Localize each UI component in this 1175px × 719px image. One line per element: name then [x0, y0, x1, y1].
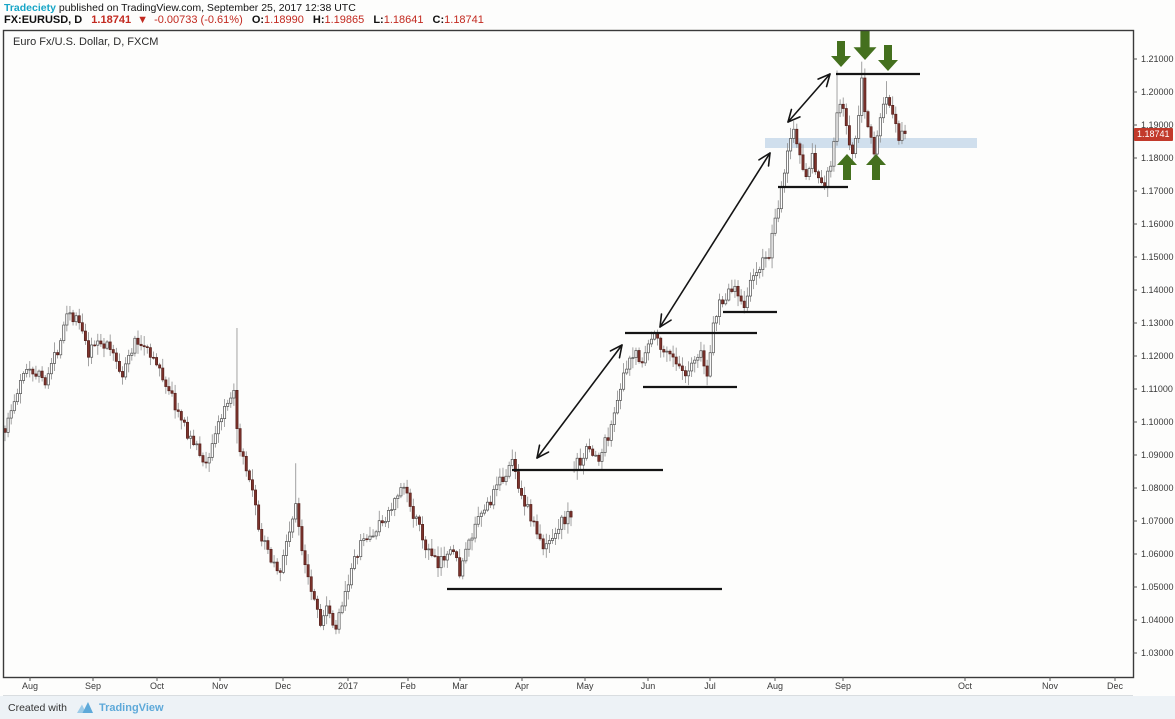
price-tick-label: 1.10000: [1141, 417, 1174, 427]
month-label: Oct: [957, 681, 973, 691]
low-label: L:: [373, 14, 384, 26]
tradingview-logo-icon: [76, 701, 94, 714]
month-label: Sep: [834, 681, 852, 691]
low-value: 1.18641: [383, 14, 424, 26]
price-tick-label: 1.09000: [1141, 450, 1174, 460]
month-label: Dec: [1106, 681, 1124, 691]
tradingview-link[interactable]: TradingView: [98, 701, 164, 714]
price-tick-label: 1.07000: [1141, 516, 1174, 526]
price-tick-label: 1.19000: [1141, 120, 1174, 130]
month-label: Oct: [149, 681, 165, 691]
high-value: 1.19865: [324, 14, 365, 26]
price-tick-label: 1.04000: [1141, 615, 1174, 625]
month-label: Mar: [452, 681, 468, 691]
trend-arrows: [536, 73, 831, 459]
close-value: 1.18741: [444, 14, 484, 26]
month-label: Sep: [84, 681, 102, 691]
symbol-ohlc-line: FX:EURUSD, D 1.18741 ▼ -0.00733 (-0.61%)…: [4, 14, 484, 26]
candlesticks-group: [3, 61, 907, 635]
last-price: 1.18741: [91, 14, 132, 26]
month-label: Aug: [21, 681, 39, 691]
support-resistance-lines: [447, 72, 920, 591]
price-tick-label: 1.17000: [1141, 186, 1174, 196]
month-label: Feb: [400, 681, 416, 691]
down-triangle-icon: ▼: [137, 14, 149, 26]
close-label: C:: [432, 14, 445, 26]
axis-ticks: [29, 58, 1137, 681]
price-tick-label: 1.12000: [1141, 351, 1174, 361]
month-label: Aug: [766, 681, 784, 691]
price-tick-label: 1.05000: [1141, 582, 1174, 592]
month-label: Nov: [1041, 681, 1059, 691]
high-label: H:: [312, 14, 325, 26]
created-with-label: Created with: [8, 701, 67, 714]
month-label: Nov: [211, 681, 229, 691]
symbol-label: FX:EURUSD, D: [4, 14, 83, 26]
price-axis[interactable]: 1.21000 1.20000 1.19000 1.18000 1.17000 1.160…: [1133, 30, 1175, 677]
price-tick-label: 1.08000: [1141, 483, 1174, 493]
month-label: May: [576, 681, 594, 691]
plot-frame: [2, 29, 1135, 679]
price-tick-label: 1.11000: [1141, 384, 1173, 394]
chart-legend-title: Euro Fx/U.S. Dollar, D, FXCM: [13, 36, 159, 48]
price-tick-label: 1.13000: [1141, 318, 1174, 328]
month-label: Jul: [704, 681, 716, 691]
price-tick-label: 1.18000: [1141, 153, 1174, 163]
publish-info-line: Tradeciety published on TradingView.com,…: [4, 2, 356, 14]
price-tick-label: 1.16000: [1141, 219, 1174, 229]
price-tick-label: 1.06000: [1141, 549, 1174, 559]
price-change: -0.00733 (-0.61%): [154, 14, 243, 26]
price-tick-label: 1.21000: [1141, 54, 1174, 64]
month-label: 2017: [337, 681, 359, 691]
price-tick-label: 1.20000: [1141, 87, 1174, 97]
month-label: Dec: [274, 681, 292, 691]
price-tick-label: 1.03000: [1141, 648, 1174, 658]
month-label: Jun: [640, 681, 656, 691]
publisher-name: Tradeciety: [4, 2, 56, 14]
price-tick-label: 1.15000: [1141, 252, 1174, 262]
publish-info-text: published on TradingView.com, September …: [55, 2, 356, 14]
green-arrow-markers: [831, 30, 898, 180]
price-tick-label: 1.14000: [1141, 285, 1174, 295]
open-label: O:: [251, 14, 265, 26]
month-label: Apr: [514, 681, 530, 691]
footer-bar: Created with TradingView: [0, 696, 1175, 719]
last-price-badge: 1.18741: [1134, 127, 1173, 141]
time-axis[interactable]: Aug Sep Oct Nov Dec 2017 Feb Mar Apr May Jun Jul Aug…: [3, 677, 1133, 696]
open-value: 1.18990: [264, 14, 304, 26]
